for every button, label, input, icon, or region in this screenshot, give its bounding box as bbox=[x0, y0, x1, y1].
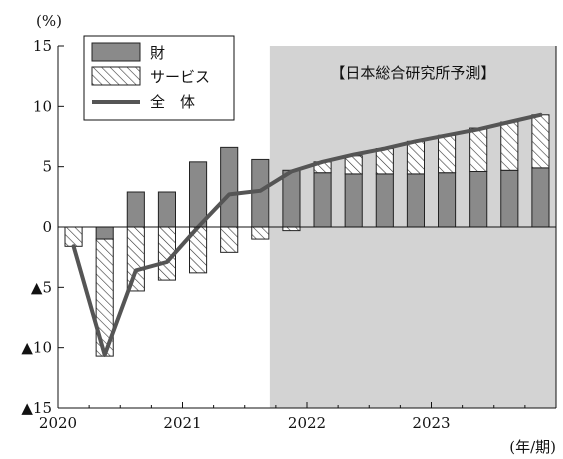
bar-goods bbox=[438, 172, 457, 228]
bar-goods bbox=[189, 161, 208, 228]
legend-goods-swatch bbox=[91, 42, 141, 62]
x-tick-label: 2021 bbox=[163, 414, 201, 432]
y-tick-label: ▲15 bbox=[21, 399, 52, 417]
y-tick-label: 10 bbox=[33, 97, 52, 115]
line-layer bbox=[71, 112, 543, 357]
y-axis-label: (%) bbox=[36, 12, 62, 30]
x-axis-label: (年/期) bbox=[509, 438, 556, 456]
bar-services bbox=[375, 148, 394, 175]
bar-goods bbox=[469, 170, 488, 228]
bar-goods bbox=[531, 167, 550, 228]
legend-services-swatch bbox=[91, 66, 141, 86]
bar-goods bbox=[344, 173, 363, 228]
bar-goods bbox=[375, 173, 394, 228]
bar-goods bbox=[126, 191, 145, 228]
legend-services-label: サービス bbox=[150, 68, 210, 86]
legend-total-label: 全 体 bbox=[150, 93, 195, 111]
bar-services bbox=[531, 114, 550, 169]
forecast-label: 【日本総合研究所予測】 bbox=[330, 64, 495, 82]
y-tick-label: 5 bbox=[42, 158, 52, 176]
y-tick-label: 15 bbox=[33, 37, 52, 55]
x-tick-label: 2022 bbox=[288, 414, 326, 432]
bar-services bbox=[282, 226, 301, 232]
bars-layer bbox=[64, 114, 550, 357]
legend-goods-label: 財 bbox=[150, 44, 165, 62]
x-tick-label: 2023 bbox=[412, 414, 450, 432]
bar-goods bbox=[282, 169, 301, 228]
bar-goods bbox=[95, 226, 114, 240]
y-tick-label: 0 bbox=[42, 218, 52, 236]
y-tick-label: ▲5 bbox=[31, 278, 52, 296]
bar-services bbox=[344, 155, 363, 175]
bar-goods bbox=[220, 146, 239, 228]
bar-services bbox=[469, 127, 488, 172]
bar-services bbox=[406, 140, 425, 175]
total-line bbox=[71, 112, 543, 357]
bar-services bbox=[64, 226, 83, 247]
bar-goods bbox=[406, 173, 425, 228]
bar-goods bbox=[157, 191, 176, 228]
x-tick-label: 2020 bbox=[39, 414, 77, 432]
bar-services bbox=[500, 121, 519, 171]
bar-services bbox=[220, 226, 239, 253]
bar-services bbox=[438, 134, 457, 174]
bar-goods bbox=[313, 172, 332, 228]
bar-goods bbox=[500, 169, 519, 228]
bar-services bbox=[251, 226, 270, 240]
legend: 財 サービス 全 体 bbox=[83, 35, 235, 121]
y-tick-label: ▲10 bbox=[21, 339, 52, 357]
